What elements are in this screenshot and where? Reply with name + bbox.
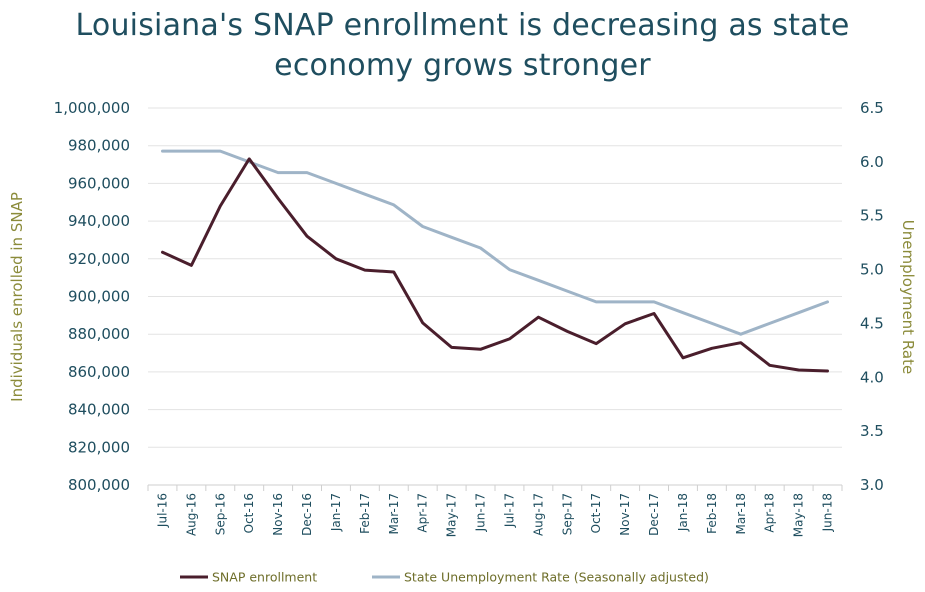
x-tick-label: May-17: [445, 493, 459, 537]
y-tick-label: 800,000: [68, 476, 130, 494]
y2-tick-label: 4.5: [860, 314, 884, 332]
unemployment-rate-line: [161, 149, 829, 336]
y2-tick-label: 6.5: [860, 99, 884, 117]
y-tick-label: 840,000: [68, 401, 130, 419]
left-axis-ticks: 800,000 820,000 840,000 860,000 880,000 900,0…: [54, 99, 130, 494]
y2-tick-label: 3.0: [860, 476, 884, 494]
y-tick-label: 860,000: [68, 363, 130, 381]
chart-title: Louisiana's SNAP enrollment is decreasin…: [0, 6, 925, 86]
y-tick-label: 820,000: [68, 438, 130, 456]
y-tick-label: 920,000: [68, 250, 130, 268]
y-tick-label: 900,000: [68, 288, 130, 306]
x-tick-label: Apr-18: [763, 493, 777, 533]
y2-tick-label: 5.5: [860, 207, 884, 225]
x-tick-label: Aug-16: [184, 493, 198, 536]
x-tick-label: Jan-18: [676, 493, 690, 532]
y-tick-label: 980,000: [68, 137, 130, 155]
x-tick-label: Jul-16: [155, 493, 169, 528]
legend-item-unemployment: State Unemployment Rate (Seasonally adju…: [404, 570, 709, 585]
x-tick-label: Sep-17: [560, 493, 574, 535]
x-tick-label: Jun-17: [474, 493, 488, 532]
series-lines: [161, 149, 829, 373]
x-tick-label: Jan-17: [329, 493, 343, 532]
x-tick-label: Oct-17: [589, 493, 603, 533]
x-tick-label: Mar-18: [734, 493, 748, 534]
legend: SNAP enrollment State Unemployment Rate (…: [180, 570, 709, 585]
x-tick-label: Feb-17: [358, 493, 372, 534]
x-tick-label: Sep-16: [213, 493, 227, 535]
y2-tick-label: 5.0: [860, 261, 884, 279]
y-axis-label: Individuals enrolled in SNAP: [8, 192, 26, 402]
snap-enrollment-line: [161, 157, 829, 373]
y2-tick-label: 4.0: [860, 368, 884, 386]
x-axis-ticks: Jul-16 Aug-16 Sep-16 Oct-16 Nov-16 Dec-16 Jan-…: [147, 485, 843, 537]
x-tick-label: Aug-17: [531, 493, 545, 536]
y-tick-label: 880,000: [68, 325, 130, 343]
y2-tick-label: 3.5: [860, 422, 884, 440]
x-tick-label: Mar-17: [387, 493, 401, 534]
x-tick-label: Jul-17: [502, 493, 516, 528]
y-tick-label: 940,000: [68, 212, 130, 230]
x-tick-label: May-18: [792, 493, 806, 537]
y-tick-label: 1,000,000: [54, 99, 130, 117]
x-tick-label: Nov-17: [618, 493, 632, 536]
x-tick-label: Oct-16: [242, 493, 256, 533]
chart-title-line-1: Louisiana's SNAP enrollment is decreasin…: [75, 8, 850, 43]
x-tick-label: Dec-16: [300, 493, 314, 536]
right-axis-ticks: 3.0 3.5 4.0 4.5 5.0 5.5 6.0 6.5: [860, 99, 884, 494]
y-tick-label: 960,000: [68, 174, 130, 192]
y2-axis-label: Unemployment Rate: [899, 220, 917, 374]
x-tick-label: Nov-16: [271, 493, 285, 536]
y2-tick-label: 6.0: [860, 153, 884, 171]
legend-item-snap: SNAP enrollment: [212, 570, 317, 585]
x-tick-label: Dec-17: [647, 493, 661, 536]
x-tick-label: Jun-18: [821, 493, 835, 532]
x-tick-label: Apr-17: [416, 493, 430, 533]
x-tick-label: Feb-18: [705, 493, 719, 534]
chart-title-line-2: economy grows stronger: [274, 48, 651, 83]
